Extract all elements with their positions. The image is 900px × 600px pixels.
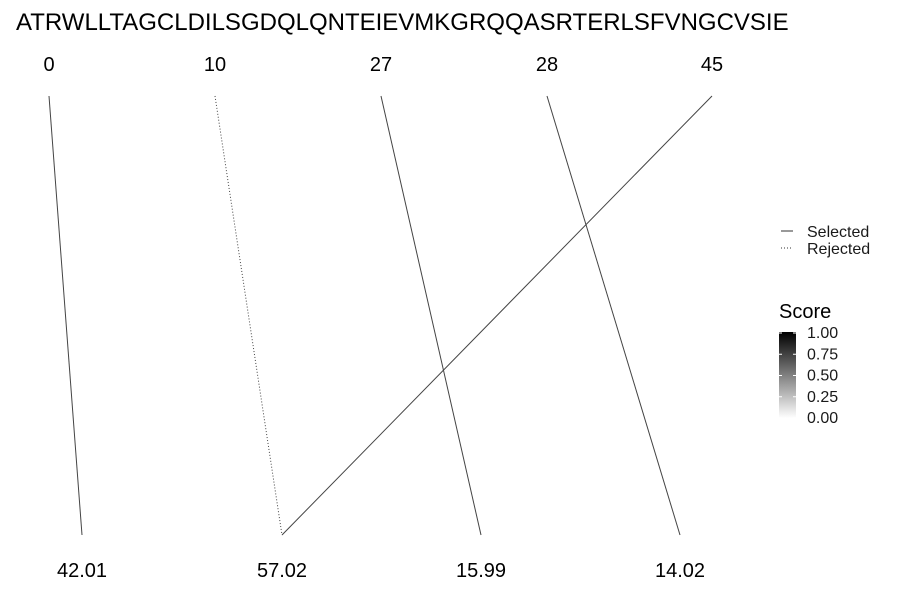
bottom-label: 42.01 (57, 560, 107, 582)
score-legend-title: Score (779, 301, 831, 323)
score-ticks-layer: 1.00 0.75 0.50 0.25 0.00 (779, 325, 838, 427)
bottom-label: 57.02 (257, 560, 307, 582)
score-tick-label: 0.00 (807, 410, 838, 427)
score-tick-label: 1.00 (807, 325, 838, 342)
linetype-legend: Selected Rejected (781, 224, 870, 258)
sequence-title: ATRWLLTAGCLDILSGDQLQNTEIEVMKGRQQASRTERLS… (16, 9, 789, 36)
score-tick-label: 0.75 (807, 346, 838, 363)
links-layer (48, 95, 713, 536)
top-labels-layer: 0 10 27 28 45 (43, 54, 723, 76)
top-label: 45 (701, 54, 723, 76)
top-label: 0 (43, 54, 54, 76)
top-label: 28 (536, 54, 558, 76)
legend-label-rejected: Rejected (807, 241, 870, 258)
top-label: 27 (370, 54, 392, 76)
top-label: 10 (204, 54, 226, 76)
selected-link (380, 95, 482, 536)
bottom-labels-layer: 42.01 57.02 15.99 14.02 (57, 560, 705, 582)
score-tick-label: 0.50 (807, 368, 838, 385)
selected-link (48, 95, 83, 536)
bottom-label: 14.02 (655, 560, 705, 582)
score-tick-label: 0.25 (807, 389, 838, 406)
rejected-link (214, 95, 283, 536)
bottom-label: 15.99 (456, 560, 506, 582)
selected-link (546, 95, 681, 536)
score-legend: Score 1.00 0.75 0.50 0.25 0.00 (779, 301, 838, 427)
selected-link (281, 95, 713, 536)
score-colorbar (779, 332, 796, 418)
legend-label-selected: Selected (807, 224, 869, 241)
